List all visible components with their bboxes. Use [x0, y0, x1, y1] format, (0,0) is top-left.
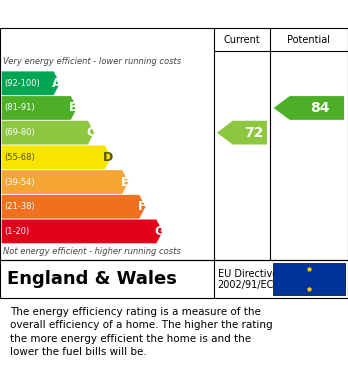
Text: (92-100): (92-100) — [5, 79, 40, 88]
Text: (21-38): (21-38) — [5, 202, 35, 211]
Text: F: F — [138, 200, 147, 213]
Text: G: G — [154, 225, 165, 238]
Text: (69-80): (69-80) — [5, 128, 35, 137]
Polygon shape — [2, 96, 77, 120]
Polygon shape — [2, 195, 145, 219]
Text: The energy efficiency rating is a measure of the
overall efficiency of a home. T: The energy efficiency rating is a measur… — [10, 307, 273, 357]
Polygon shape — [2, 219, 163, 243]
Text: (81-91): (81-91) — [5, 104, 35, 113]
Text: (55-68): (55-68) — [5, 153, 35, 162]
Polygon shape — [2, 121, 94, 145]
Text: Very energy efficient - lower running costs: Very energy efficient - lower running co… — [3, 57, 182, 66]
Text: B: B — [69, 101, 79, 115]
Polygon shape — [2, 170, 128, 194]
Text: C: C — [86, 126, 95, 139]
Text: (39-54): (39-54) — [5, 178, 35, 187]
Text: A: A — [52, 77, 62, 90]
Text: 84: 84 — [311, 101, 330, 115]
Text: D: D — [103, 151, 113, 164]
Polygon shape — [274, 96, 344, 120]
Text: E: E — [121, 176, 129, 188]
Polygon shape — [217, 121, 267, 145]
Text: (1-20): (1-20) — [5, 227, 30, 236]
Bar — [273, 263, 345, 295]
Text: 2002/91/EC: 2002/91/EC — [218, 280, 274, 291]
Text: Potential: Potential — [287, 34, 330, 45]
Text: 72: 72 — [244, 126, 263, 140]
Text: Not energy efficient - higher running costs: Not energy efficient - higher running co… — [3, 248, 181, 256]
Polygon shape — [2, 72, 60, 95]
Text: England & Wales: England & Wales — [7, 270, 177, 288]
Text: Current: Current — [223, 34, 260, 45]
Polygon shape — [2, 145, 111, 169]
Text: Energy Efficiency Rating: Energy Efficiency Rating — [5, 7, 226, 22]
Text: EU Directive: EU Directive — [218, 269, 278, 280]
